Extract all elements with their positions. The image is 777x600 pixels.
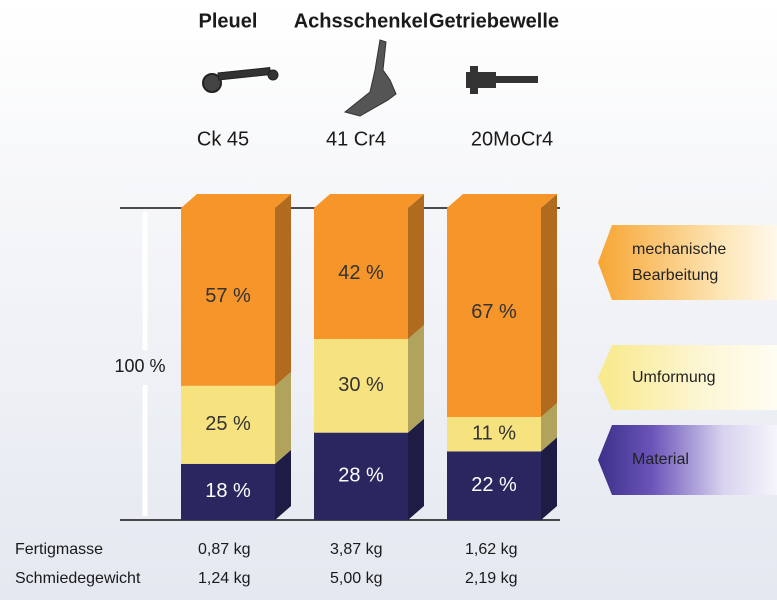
row-label: Fertigmasse — [15, 541, 103, 558]
bar-segment — [447, 451, 541, 520]
bar-side — [408, 325, 424, 433]
bar-side — [541, 437, 557, 520]
bar-side — [275, 194, 291, 386]
row-value: 1,62 kg — [465, 541, 517, 558]
value-label: 57 % — [205, 285, 251, 307]
legend-label: Umformung — [632, 368, 716, 386]
bar-segment — [314, 339, 408, 433]
material-label: Ck 45 — [197, 128, 249, 150]
value-label: 22 % — [471, 474, 517, 496]
value-label: 28 % — [338, 465, 384, 487]
row-label: Schmiedegewicht — [15, 570, 141, 587]
icon-pleuel — [202, 67, 279, 93]
icon-getriebewelle — [466, 66, 538, 94]
bar-segment — [181, 208, 275, 386]
bar-segment — [181, 385, 275, 464]
bar-top — [314, 194, 424, 208]
row-value: 3,87 kg — [330, 541, 382, 558]
bar-side — [275, 449, 291, 520]
bar-segment — [447, 417, 541, 452]
row-value: 1,24 kg — [198, 570, 250, 587]
bar-segment — [447, 208, 541, 418]
legend-label: mechanische Bearbeitung — [632, 240, 727, 284]
category-label: Pleuel — [199, 10, 258, 32]
material-label: 20MoCr4 — [471, 128, 553, 150]
legend-item: mechanische Bearbeitung — [598, 225, 777, 300]
value-label: 30 % — [338, 374, 384, 396]
bar-segment — [181, 463, 275, 520]
bar-segment — [314, 432, 408, 520]
value-label: 11 % — [472, 422, 516, 444]
row-value: 5,00 kg — [330, 570, 382, 587]
bar-side — [275, 371, 291, 464]
category-label: Getriebewelle — [429, 10, 559, 32]
category-label: Achsschenkel — [294, 10, 429, 32]
legend-label: Material — [632, 451, 689, 468]
row-value: 0,87 kg — [198, 541, 250, 558]
bar-side — [541, 403, 557, 452]
bar-side — [408, 194, 424, 340]
icon-achsschenkel — [343, 39, 397, 117]
legend-item: Umformung — [598, 345, 777, 410]
value-label: 18 % — [205, 480, 251, 502]
bar-top — [181, 194, 291, 208]
value-label: 25 % — [205, 413, 251, 435]
bar-segment — [314, 208, 408, 340]
material-label: 41 Cr4 — [326, 128, 386, 150]
bar-side — [541, 194, 557, 418]
value-label: 67 % — [471, 301, 517, 323]
bar-side — [408, 418, 424, 520]
y-axis-label: 100 % — [114, 356, 165, 376]
row-value: 2,19 kg — [465, 570, 517, 587]
legend-item: Material — [598, 425, 777, 495]
bar-top — [447, 194, 557, 208]
value-label: 42 % — [338, 262, 384, 284]
